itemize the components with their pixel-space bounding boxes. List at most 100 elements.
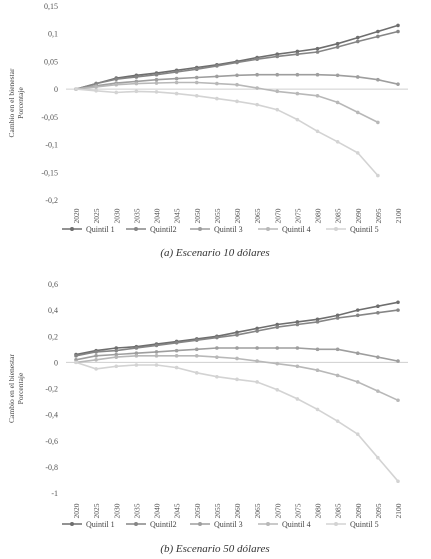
data-point xyxy=(215,335,219,340)
x-tick-label: 2100 xyxy=(394,503,403,518)
legend-entry: Quintil 1 xyxy=(62,225,115,234)
data-point xyxy=(295,52,300,57)
legend-marker xyxy=(266,522,270,526)
x-tick-label: 2065 xyxy=(253,208,262,223)
data-point xyxy=(215,96,219,101)
data-point xyxy=(114,364,119,369)
series-line xyxy=(75,81,379,124)
data-point xyxy=(74,87,78,91)
legend-marker xyxy=(334,227,338,231)
data-point xyxy=(315,46,320,51)
data-point xyxy=(335,140,340,144)
data-point xyxy=(275,322,280,327)
data-point xyxy=(315,317,320,322)
x-tick-label: 2095 xyxy=(374,503,383,518)
x-tick-label: 2070 xyxy=(273,208,282,223)
figure-caption: (b) Escenario 50 dólares xyxy=(160,543,269,555)
y-axis-label: Cambio en el bienestar xyxy=(7,68,16,137)
data-point xyxy=(355,151,360,155)
data-point xyxy=(74,354,78,358)
data-point xyxy=(376,304,380,309)
data-point xyxy=(194,354,199,358)
x-tick-label: 2055 xyxy=(213,208,222,223)
data-point xyxy=(295,91,300,96)
x-tick-label: 2085 xyxy=(334,208,343,223)
data-point xyxy=(74,360,78,365)
y-axis-label: Porcentaje xyxy=(16,87,25,119)
legend-label: Quintil2 xyxy=(150,225,177,234)
x-tick-label: 2030 xyxy=(112,208,121,223)
data-point xyxy=(114,82,119,87)
data-point xyxy=(355,308,360,312)
x-tick-label: 2065 xyxy=(253,503,262,518)
data-point xyxy=(134,346,139,350)
data-point xyxy=(94,367,98,371)
data-point xyxy=(275,54,280,59)
x-tick-label: 2075 xyxy=(293,208,302,223)
data-point xyxy=(376,355,380,359)
data-point xyxy=(134,354,139,358)
data-point xyxy=(154,343,159,348)
data-point xyxy=(174,80,179,85)
data-point xyxy=(74,357,78,362)
data-point xyxy=(215,81,219,86)
legend-marker xyxy=(266,227,270,231)
legend-entry: Quintil 1 xyxy=(62,520,115,529)
data-point xyxy=(255,359,259,363)
x-tick-label: 2075 xyxy=(293,503,302,518)
series-quintil2 xyxy=(74,308,400,358)
x-tick-label: 2045 xyxy=(173,503,182,518)
data-point xyxy=(255,380,259,384)
data-point xyxy=(396,398,400,403)
data-point xyxy=(255,86,259,90)
data-point xyxy=(174,91,179,96)
data-point xyxy=(315,72,320,77)
data-point xyxy=(315,50,320,54)
data-point xyxy=(255,57,259,62)
data-point xyxy=(215,346,219,350)
data-point xyxy=(376,455,380,460)
y-axis-label: Cambio en el bienestar xyxy=(7,354,16,423)
data-point xyxy=(134,351,139,356)
data-point xyxy=(315,368,320,373)
data-point xyxy=(114,90,119,95)
data-point xyxy=(315,347,320,352)
data-point xyxy=(114,355,119,359)
data-point xyxy=(154,363,159,367)
data-point xyxy=(396,300,400,305)
data-point xyxy=(275,346,280,350)
data-point xyxy=(275,72,280,77)
data-point xyxy=(154,77,159,82)
legend-marker xyxy=(334,522,338,526)
data-point xyxy=(255,326,259,331)
x-tick-label: 2025 xyxy=(92,208,101,223)
data-point xyxy=(355,313,360,318)
data-point xyxy=(235,346,239,350)
data-point xyxy=(94,89,98,93)
data-point xyxy=(235,356,239,361)
data-point xyxy=(215,355,219,359)
data-point xyxy=(335,316,340,320)
series-line xyxy=(75,88,379,177)
data-point xyxy=(235,60,239,65)
data-point xyxy=(315,93,320,98)
data-point xyxy=(134,89,139,94)
legend-marker xyxy=(134,227,138,231)
y-axis-label: Porcentaje xyxy=(16,372,25,404)
series-quintil-1 xyxy=(74,300,400,357)
data-point xyxy=(235,333,239,337)
x-tick-label: 2040 xyxy=(153,208,162,223)
x-tick-label: 2050 xyxy=(193,208,202,223)
y-tick-label: 0,2 xyxy=(48,332,58,341)
data-point xyxy=(114,77,119,81)
data-point xyxy=(355,380,360,384)
data-point xyxy=(355,351,360,356)
data-point xyxy=(275,107,280,112)
legend-label: Quintil 5 xyxy=(350,225,379,234)
data-point xyxy=(194,75,199,80)
data-point xyxy=(315,129,320,134)
x-tick-label: 2070 xyxy=(273,503,282,518)
data-point xyxy=(396,359,400,363)
data-point xyxy=(94,357,98,362)
